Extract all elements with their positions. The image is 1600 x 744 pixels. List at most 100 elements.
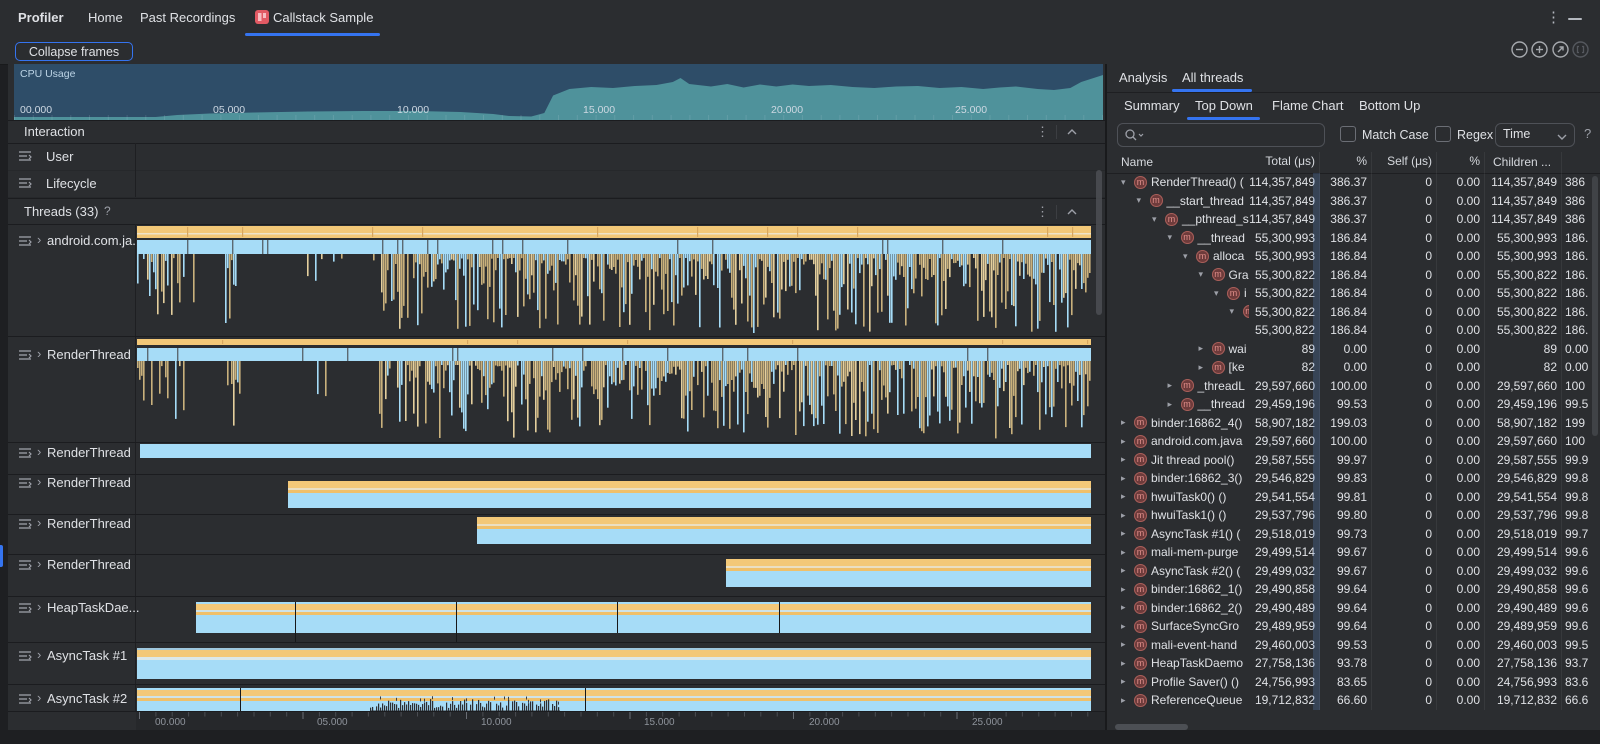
table-row[interactable]: ▸ m hwuiTask0() () 29,541,554 99.81 0 0.00 29,5…	[1107, 487, 1600, 506]
match-case-checkbox[interactable]: Match Case	[1340, 126, 1429, 142]
expand-node-icon[interactable]: ▸	[1198, 343, 1204, 354]
expand-node-icon[interactable]: ▸	[1121, 676, 1126, 687]
table-row[interactable]: ▸ m binder:16862_4() 58,907,182 199.03 0 0.00 5…	[1107, 413, 1600, 432]
help-icon[interactable]: ?	[1584, 126, 1592, 141]
expand-thread-icon[interactable]: ›	[37, 232, 42, 247]
table-vertical-scrollbar[interactable]	[1592, 176, 1598, 436]
collapse-node-icon[interactable]: ▾	[1198, 269, 1204, 280]
checkbox-box[interactable]	[1435, 126, 1451, 142]
thread-chart[interactable]	[136, 475, 1103, 514]
thread-row[interactable]: › AsyncTask #2	[8, 685, 1105, 712]
thread-activity-bar[interactable]	[477, 517, 1091, 544]
checkbox-box[interactable]	[1340, 126, 1356, 142]
table-row[interactable]: ▸ m Profile Saver() () 24,756,993 83.65 0 0.00…	[1107, 672, 1600, 691]
expand-node-icon[interactable]: ▸	[1121, 694, 1126, 705]
more-menu-icon[interactable]: ⋮	[1546, 9, 1561, 26]
thread-chart[interactable]	[136, 597, 1103, 642]
track-lifecycle[interactable]: Lifecycle	[8, 170, 1105, 198]
thread-row[interactable]: › RenderThread	[8, 474, 1105, 515]
table-row[interactable]: ▸ m binder:16862_1() 29,490,858 99.64 0 0.00 29…	[1107, 580, 1600, 599]
expand-thread-icon[interactable]: ›	[37, 556, 42, 571]
table-header[interactable]: Name Total (μs) % Self (μs) % Children .…	[1107, 152, 1600, 174]
expand-node-icon[interactable]: ▸	[1167, 380, 1173, 391]
table-row[interactable]: ▸ m binder:16862_3() 29,546,829 99.83 0 0.00 29…	[1107, 469, 1600, 488]
collapse-node-icon[interactable]: ▾	[1152, 213, 1157, 224]
expand-node-icon[interactable]: ▸	[1121, 583, 1126, 594]
table-row[interactable]: ▸ m binder:16862_2() 29,490,489 99.64 0 0.00 29…	[1107, 598, 1600, 617]
thread-activity-bar[interactable]	[726, 559, 1091, 587]
table-row[interactable]: ▾ m i 55,300,822 186.84 0 0.00 55,300,822 186.	[1107, 284, 1600, 303]
table-row[interactable]: ▾ m alloca 55,300,993 186.84 0 0.00 55,300,993 1…	[1107, 247, 1600, 266]
zoom-to-selection-icon[interactable]	[1572, 41, 1589, 58]
search-box[interactable]	[1117, 123, 1325, 147]
tab-home[interactable]: Home	[88, 10, 123, 25]
tab-bottom-up[interactable]: Bottom Up	[1359, 98, 1421, 113]
table-row[interactable]: ▸ m wai 89 0.00 0 0.00 89 0.00	[1107, 339, 1600, 358]
interaction-section-header[interactable]: Interaction ⋮	[8, 120, 1105, 144]
minimize-icon[interactable]	[1568, 18, 1582, 20]
thread-activity-bar[interactable]	[140, 444, 1091, 458]
tab-summary[interactable]: Summary	[1124, 98, 1180, 113]
expand-node-icon[interactable]: ▸	[1121, 639, 1126, 650]
table-row[interactable]: ▸ m AsyncTask #1() (29,518,019 99.73 0 0.00 29…	[1107, 524, 1600, 543]
thread-row[interactable]: › android.com.ja...	[8, 224, 1105, 337]
table-row[interactable]: ▸ m __thread 29,459,196 99.53 0 0.00 29,459,196…	[1107, 395, 1600, 414]
table-row[interactable]: ▾ m __thread 55,300,993 186.84 0 0.00 55,300,99…	[1107, 228, 1600, 247]
expand-thread-icon[interactable]: ›	[37, 599, 42, 614]
threads-collapse-icon[interactable]	[1067, 209, 1077, 215]
expand-node-icon[interactable]: ▸	[1121, 435, 1126, 446]
table-row[interactable]: ▸ m hwuiTask1() () 29,537,796 99.80 0 0.00 29,5…	[1107, 506, 1600, 525]
thread-row[interactable]: › RenderThread	[8, 337, 1105, 443]
thread-row[interactable]: › HeapTaskDae...	[8, 597, 1105, 643]
expand-node-icon[interactable]: ▸	[1198, 361, 1204, 372]
table-row[interactable]: ▸ m SurfaceSyncGro 29,489,959 99.64 0 0.00 29,4…	[1107, 617, 1600, 636]
thread-row[interactable]: › RenderThread	[8, 555, 1105, 597]
table-row[interactable]: ▸ m mali-event-hand 29,460,003 99.53 0 0.00 29,…	[1107, 635, 1600, 654]
expand-node-icon[interactable]: ▸	[1121, 546, 1126, 557]
collapse-node-icon[interactable]: ▾	[1183, 250, 1188, 261]
thread-row[interactable]: › AsyncTask #1	[8, 643, 1105, 685]
threads-scrollbar[interactable]	[1096, 170, 1102, 315]
table-row[interactable]: ▸ m mali-mem-purge 29,499,514 99.67 0 0.00 29,4…	[1107, 543, 1600, 562]
thread-chart[interactable]	[136, 685, 1103, 711]
expand-node-icon[interactable]: ▸	[1121, 509, 1126, 520]
tab-all-threads[interactable]: All threads	[1182, 70, 1244, 85]
table-row[interactable]: 55,300,822 186.84 0 0.00 55,300,822 186.	[1107, 321, 1600, 340]
table-row[interactable]: ▾ m __pthread_s 114,357,849 386.37 0 0.00 114,3…	[1107, 210, 1600, 229]
interaction-menu-icon[interactable]: ⋮	[1036, 124, 1049, 139]
table-row[interactable]: ▸ m ReferenceQueue 19,712,832 66.60 0 0.00 19,7…	[1107, 691, 1600, 710]
expand-thread-icon[interactable]: ›	[37, 346, 42, 361]
threads-menu-icon[interactable]: ⋮	[1036, 204, 1049, 219]
thread-chart[interactable]	[136, 443, 1103, 474]
expand-thread-icon[interactable]: ›	[37, 444, 42, 459]
tab-callstack-sample[interactable]: Callstack Sample	[273, 10, 374, 25]
table-row[interactable]: ▸ m _threadL 29,597,660 100.00 0 0.00 29,597,66…	[1107, 376, 1600, 395]
interaction-collapse-icon[interactable]	[1067, 129, 1077, 135]
expand-node-icon[interactable]: ▸	[1121, 417, 1126, 428]
thread-activity-bar[interactable]	[137, 688, 1091, 711]
thread-chart[interactable]	[136, 555, 1103, 596]
zoom-in-icon[interactable]	[1531, 41, 1548, 58]
tab-past-recordings[interactable]: Past Recordings	[140, 10, 236, 25]
search-input[interactable]	[1148, 125, 1322, 147]
expand-node-icon[interactable]: ▸	[1121, 602, 1126, 613]
threads-section-header[interactable]: Threads (33) ? ⋮	[8, 198, 1105, 225]
expand-node-icon[interactable]: ▸	[1121, 491, 1126, 502]
expand-node-icon[interactable]: ▸	[1121, 472, 1126, 483]
expand-node-icon[interactable]: ▸	[1121, 565, 1126, 576]
thread-chart[interactable]	[136, 515, 1103, 554]
thread-activity-bar[interactable]	[196, 602, 1091, 642]
table-row[interactable]: ▾ m __start_thread 114,357,849 386.37 0 0.00 11…	[1107, 191, 1600, 210]
threads-help-icon[interactable]: ?	[104, 204, 111, 218]
collapse-frames-button[interactable]: Collapse frames	[15, 42, 133, 61]
table-row[interactable]: ▸ m HeapTaskDaemo 27,758,136 93.78 0 0.00 27,75…	[1107, 654, 1600, 673]
collapse-node-icon[interactable]: ▾	[1229, 306, 1235, 317]
expand-node-icon[interactable]: ▸	[1121, 657, 1126, 668]
thread-row[interactable]: › RenderThread	[8, 515, 1105, 555]
expand-thread-icon[interactable]: ›	[37, 515, 42, 530]
expand-thread-icon[interactable]: ›	[37, 690, 42, 705]
expand-node-icon[interactable]: ▸	[1121, 620, 1126, 631]
time-filter-dropdown[interactable]: Time	[1495, 123, 1575, 147]
reset-zoom-icon[interactable]	[1552, 41, 1569, 58]
regex-checkbox[interactable]: Regex	[1435, 126, 1493, 142]
